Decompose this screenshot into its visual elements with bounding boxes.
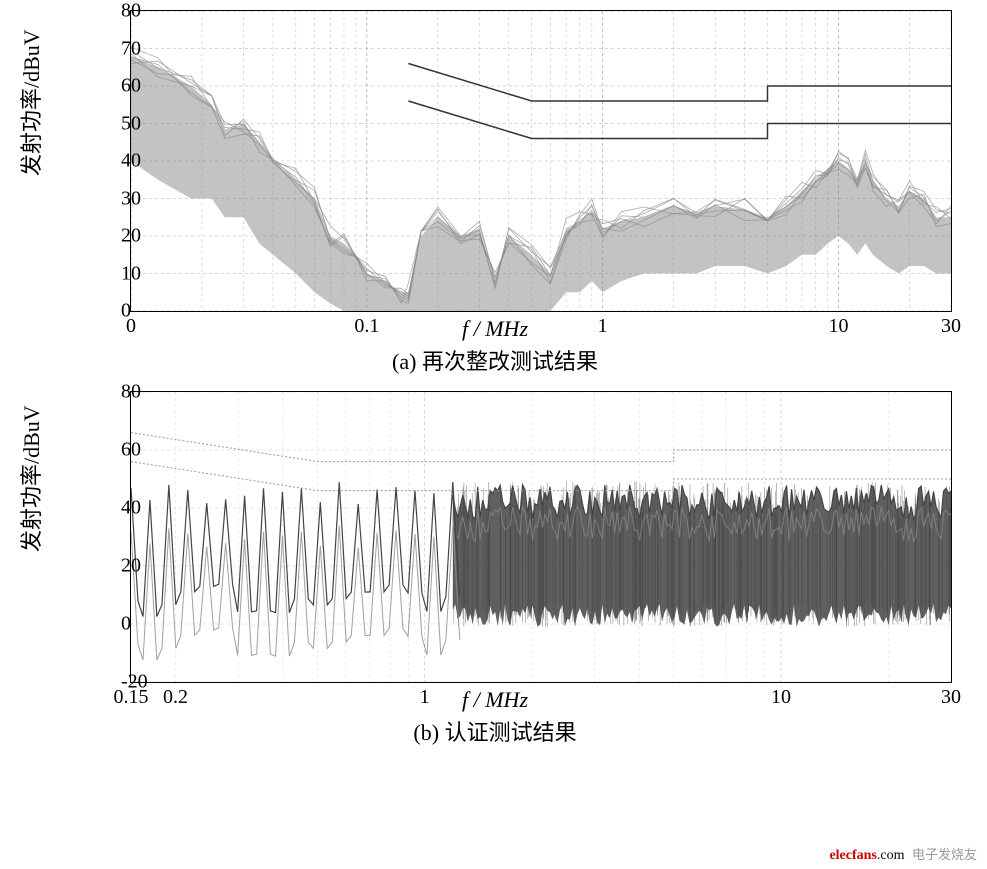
chart-b-plot: -200204060800.150.211030 [130,391,952,683]
watermark: elecfans.com 电子发烧友 [829,844,977,864]
chart-a-svg [131,11,951,311]
chart-a-plot: 010203040506070800.1110300 [130,10,952,312]
chart-b-xlabel: f / MHz [10,687,980,713]
watermark-suffix: .com [877,848,905,863]
watermark-brand: elecfans [829,848,876,863]
watermark-cn: 电子发烧友 [912,847,977,862]
chart-b-svg [131,392,951,682]
chart-a-caption: (a) 再次整改测试结果 [10,344,980,376]
chart-a: 发射功率/dBuV 010203040506070800.1110300 f /… [10,10,980,376]
chart-b-caption: (b) 认证测试结果 [10,715,980,747]
chart-b: 发射功率/dBuV -200204060800.150.211030 f / M… [10,391,980,747]
